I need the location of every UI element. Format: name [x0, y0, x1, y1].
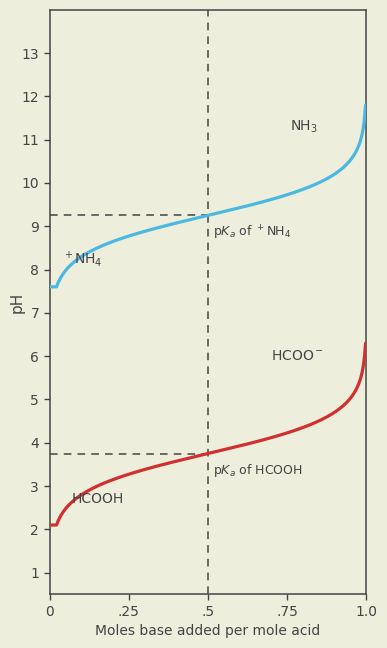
Text: HCOOH: HCOOH [72, 492, 124, 506]
Text: HCOO$^-$: HCOO$^-$ [271, 349, 324, 363]
Text: p$K_a$ of HCOOH: p$K_a$ of HCOOH [213, 463, 303, 480]
Y-axis label: pH: pH [10, 292, 25, 312]
Text: $^+$NH$_4$: $^+$NH$_4$ [62, 249, 103, 268]
Text: p$K_a$ of $^+$NH$_4$: p$K_a$ of $^+$NH$_4$ [213, 224, 291, 242]
X-axis label: Moles base added per mole acid: Moles base added per mole acid [95, 624, 320, 638]
Text: NH$_3$: NH$_3$ [290, 119, 318, 135]
